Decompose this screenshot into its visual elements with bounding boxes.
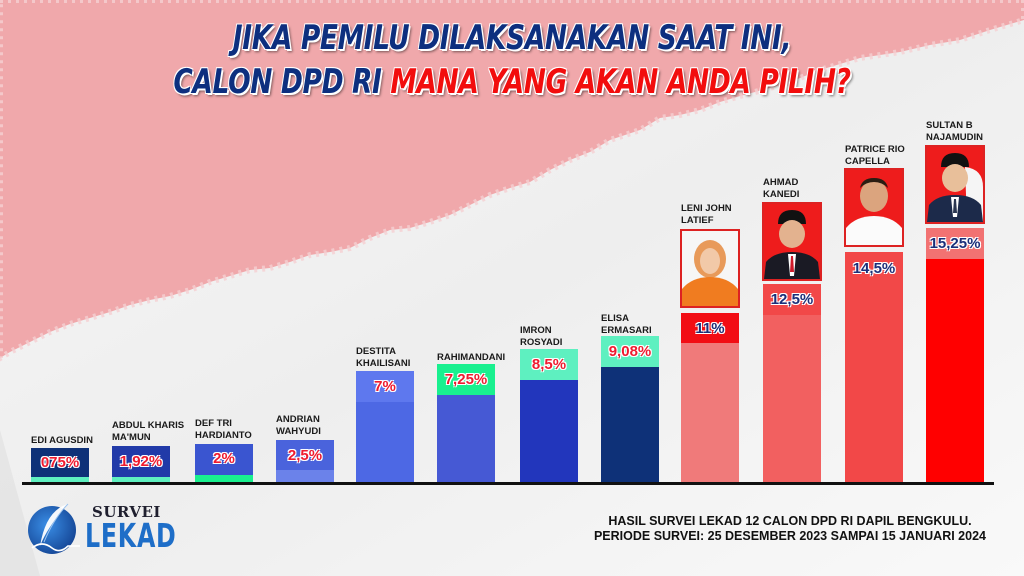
- candidate-name-line2: NAJAMUDIN: [926, 132, 983, 143]
- candidate-name-line2: KHAILISANI: [356, 358, 411, 369]
- footnote-line-2: PERIODE SURVEI: 25 DESEMBER 2023 SAMPAI …: [593, 529, 986, 543]
- bar-value: 075%: [40, 454, 80, 471]
- bar-imron: 8,5%: [520, 349, 578, 482]
- person-portrait-icon: [927, 147, 983, 222]
- bar-label-box: [601, 336, 659, 367]
- bar-value: 2%: [213, 449, 235, 467]
- bar-name-abdul-kharis: ABDUL KHARIS MA'MUN: [112, 420, 184, 444]
- bar-name-def-tri: DEF TRI HARDIANTO: [195, 418, 252, 442]
- bar-name-imron: IMRON ROSYADI: [520, 325, 562, 349]
- bar-label-box: [437, 364, 495, 395]
- bar-name-edi-agusdin: EDI AGUSDIN: [31, 435, 93, 447]
- candidate-name-line1: DESTITA: [356, 346, 396, 357]
- candidate-photo-patrice: [844, 168, 904, 247]
- candidate-name: EDI AGUSDIN: [31, 435, 93, 446]
- bar-name-ahmad: AHMAD KANEDI: [763, 177, 799, 201]
- candidate-name-line2: ERMASARI: [601, 325, 652, 336]
- bar-label-box: [681, 313, 739, 343]
- bar-leni: 11%: [681, 313, 739, 482]
- survey-footnote: HASIL SURVEI LEKAD 12 CALON DPD RI DAPIL…: [594, 514, 986, 544]
- bar-label-box: [520, 349, 578, 380]
- candidate-name-line1: IMRON: [520, 325, 552, 336]
- bar-edi-agusdin: 075%: [31, 448, 89, 482]
- bar-name-elisa: ELISA ERMASARI: [601, 313, 652, 337]
- bar-value: 11%: [695, 319, 725, 337]
- bar-value: 1,92%: [119, 453, 163, 470]
- bar-name-leni: LENI JOHN LATIEF: [681, 203, 732, 227]
- bar-name-rahimandani: RAHIMANDANI: [437, 352, 505, 364]
- footnote-line-1: HASIL SURVEI LEKAD 12 CALON DPD RI DAPIL…: [608, 514, 972, 528]
- candidate-name-line1: PATRICE RIO: [845, 144, 905, 155]
- candidate-photo-ahmad: [762, 202, 822, 281]
- bar-destita: 7%: [356, 371, 414, 482]
- title-line-2-blue: CALON DPD RI: [173, 62, 391, 102]
- candidate-name-line1: AHMAD: [763, 177, 799, 188]
- person-portrait-icon: [846, 170, 902, 245]
- bar-ahmad: 12,5%: [763, 284, 821, 482]
- person-portrait-icon: [764, 204, 820, 279]
- bar-name-andrian: ANDRIAN WAHYUDI: [276, 414, 321, 438]
- bar-accent-strip: [195, 475, 253, 482]
- bar-def-tri: 2%: [195, 444, 253, 482]
- candidate-name-line1: LENI JOHN: [681, 203, 732, 214]
- bar-rahimandani: 7,25%: [437, 364, 495, 482]
- bar-name-destita: DESTITA KHAILISANI: [356, 346, 410, 370]
- bar-value: 12,5%: [770, 291, 814, 308]
- title-line-2-red: MANA YANG AKAN ANDA PILIH?: [390, 62, 851, 102]
- bar-name-sultan: SULTAN B NAJAMUDIN: [926, 120, 983, 144]
- bar-label-box: [763, 284, 821, 315]
- bar-value: 9,08%: [608, 343, 652, 360]
- bar-andrian: 2,5%: [276, 440, 334, 482]
- bar-value: 8,5%: [531, 356, 567, 373]
- x-axis-baseline: [22, 482, 994, 485]
- title-line-2: CALON DPD RI MANA YANG AKAN ANDA PILIH?: [113, 62, 912, 102]
- bar-value: 14,5%: [852, 259, 896, 277]
- candidate-name-line1: SULTAN B: [926, 120, 973, 131]
- candidate-photo-sultan: [925, 145, 985, 224]
- candidate-name-line2: KANEDI: [763, 189, 800, 200]
- bar-accent-strip: [31, 477, 89, 482]
- candidate-name-line2: HARDIANTO: [195, 430, 252, 441]
- candidate-name-line2: MA'MUN: [112, 432, 151, 443]
- bar-elisa: 9,08%: [601, 336, 659, 482]
- logo-text-top: SURVEI: [92, 503, 161, 521]
- bar-value: 7%: [374, 378, 396, 395]
- bar-label-box: [276, 440, 334, 470]
- bar-name-patrice: PATRICE RIO CAPELLA: [845, 144, 905, 168]
- candidate-name-line1: ABDUL KHARIS: [112, 420, 185, 431]
- bar-value: 7,25%: [444, 371, 488, 388]
- logo-text-bottom: LEKAD: [85, 516, 177, 555]
- title-line-1: JIKA PEMILU DILAKSANAKAN SAAT INI,: [232, 18, 792, 58]
- bar-patrice: 14,5%: [845, 252, 903, 482]
- bar-label-box: [926, 228, 984, 259]
- survei-lekad-logo: SURVEI LEKAD: [24, 500, 177, 558]
- bar-sultan: 15,25%: [926, 228, 984, 482]
- candidate-name-line1: ANDRIAN: [276, 414, 320, 425]
- candidate-name: RAHIMANDANI: [437, 352, 506, 363]
- candidate-name-line1: ELISA: [601, 313, 629, 324]
- candidate-name-line2: ROSYADI: [520, 337, 563, 348]
- bar-abdul-kharis: 1,92%: [112, 446, 170, 482]
- bar-value: 2,5%: [287, 446, 323, 464]
- candidate-name-line2: LATIEF: [681, 215, 714, 226]
- candidate-photo-leni: [680, 229, 740, 308]
- feather-quill-icon: [28, 503, 80, 554]
- bar-accent-strip: [112, 477, 170, 482]
- candidate-name-line2: WAHYUDI: [276, 426, 321, 437]
- candidate-name-line2: CAPELLA: [845, 156, 890, 167]
- bar-label-box: [356, 371, 414, 402]
- candidate-name-line1: DEF TRI: [195, 418, 232, 429]
- person-portrait-icon: [682, 231, 738, 306]
- bar-value: 15,25%: [929, 235, 981, 252]
